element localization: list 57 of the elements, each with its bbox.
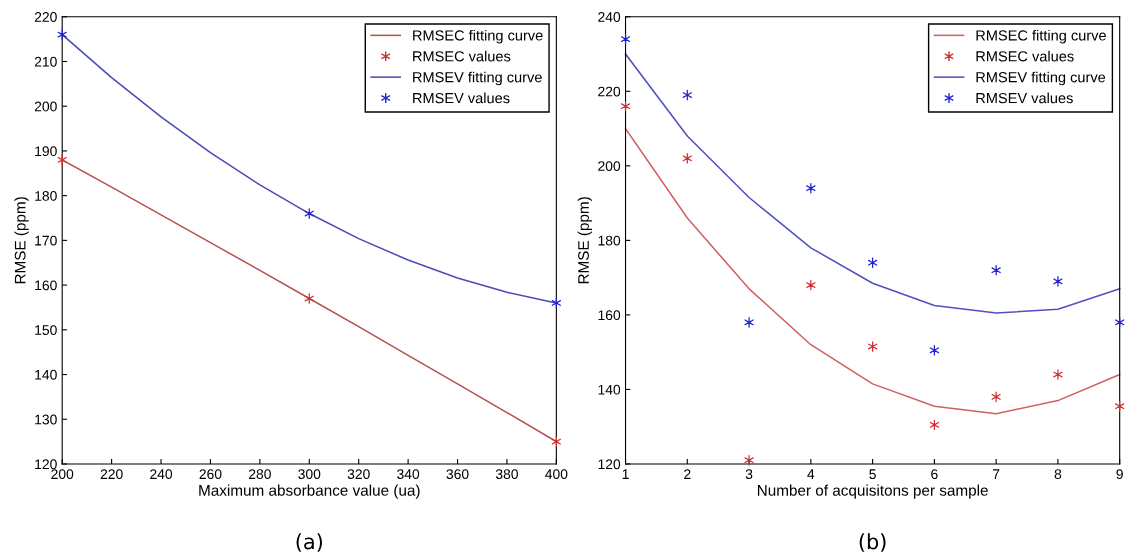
legend-label: RMSEV values bbox=[413, 92, 510, 104]
y-tick-label: 200 bbox=[34, 101, 57, 112]
x-tick-label: 4 bbox=[807, 469, 815, 479]
x-tick-label: 320 bbox=[347, 469, 370, 480]
line-series bbox=[624, 127, 1121, 415]
y-tick-label: 160 bbox=[35, 280, 57, 291]
y-tick-label: 180 bbox=[598, 235, 621, 246]
y-tick-label: 150 bbox=[35, 325, 57, 335]
x-tick-label: 340 bbox=[397, 469, 420, 480]
y-tick-label: 210 bbox=[34, 56, 57, 67]
x-tick-label: 1 bbox=[622, 469, 629, 479]
x-tick-label: 260 bbox=[199, 469, 222, 480]
y-tick-label: 130 bbox=[35, 414, 57, 425]
y-axis-title: RMSE (ppm) bbox=[577, 197, 592, 284]
point bbox=[304, 208, 314, 219]
legend-label: RMSEV fitting curve bbox=[976, 71, 1106, 86]
x-tick-label: 360 bbox=[446, 469, 469, 480]
x-tick-label: 380 bbox=[495, 469, 518, 480]
y-tick-label: 120 bbox=[35, 459, 57, 470]
y-tick-label: 180 bbox=[35, 190, 57, 201]
point bbox=[551, 436, 562, 447]
y-tick-label: 170 bbox=[35, 235, 57, 246]
x-tick-label: 6 bbox=[931, 469, 938, 480]
y-axis-title: RMSE (ppm) bbox=[14, 197, 29, 284]
legend-label: RMSEC fitting curve bbox=[413, 29, 543, 44]
x-tick-label: 3 bbox=[745, 469, 753, 480]
text: (b) bbox=[859, 533, 886, 552]
x-tick-label: 200 bbox=[51, 469, 74, 480]
x-tick-label: 5 bbox=[869, 469, 876, 480]
x-tick-label: 7 bbox=[993, 469, 1000, 479]
y-tick-label: 190 bbox=[35, 146, 57, 157]
x-tick-label: 9 bbox=[1116, 469, 1123, 480]
x-tick-label: 2 bbox=[684, 469, 691, 479]
x-tick-label: 400 bbox=[545, 469, 568, 480]
x-tick-label: 280 bbox=[248, 469, 271, 480]
y-tick-label: 140 bbox=[598, 384, 621, 395]
legend-label: RMSEC fitting curve bbox=[976, 29, 1106, 44]
y-tick-label: 200 bbox=[598, 161, 621, 172]
y-tick-label: 140 bbox=[35, 369, 57, 380]
y-tick-label: 240 bbox=[598, 12, 621, 22]
y-tick-label: 220 bbox=[34, 12, 57, 22]
legend-label: RMSEV fitting curve bbox=[413, 71, 542, 86]
y-tick-label: 120 bbox=[598, 459, 621, 470]
point bbox=[304, 293, 314, 304]
point bbox=[57, 154, 67, 166]
y-tick-label: 220 bbox=[598, 86, 621, 97]
y-tick-label: 160 bbox=[598, 310, 621, 321]
x-axis-title: Number of acquisitons per sample bbox=[757, 484, 988, 499]
x-tick-label: 300 bbox=[298, 469, 321, 480]
point bbox=[551, 297, 562, 309]
x-tick-label: 240 bbox=[150, 469, 173, 480]
text: (a) bbox=[296, 533, 322, 552]
point bbox=[57, 29, 67, 40]
x-tick-label: 8 bbox=[1054, 469, 1062, 480]
legend-label: RMSEC values bbox=[413, 50, 511, 62]
x-axis-title: Maximum absorbance value (ua) bbox=[199, 484, 420, 499]
x-tick-label: 220 bbox=[100, 469, 123, 480]
